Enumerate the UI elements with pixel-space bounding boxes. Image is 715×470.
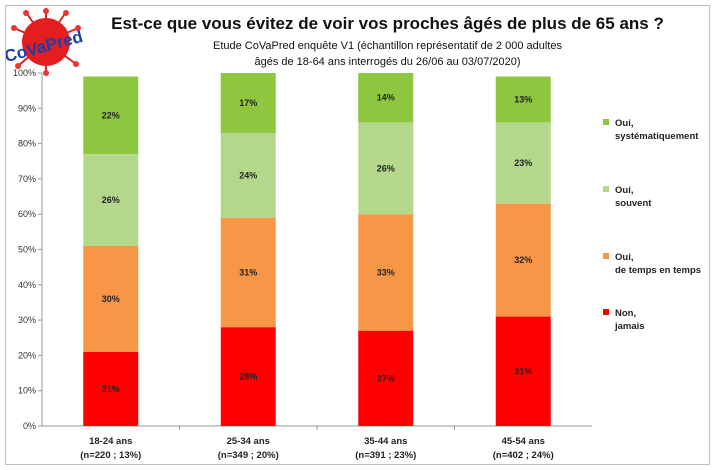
x-tick-label: 25-34 ans: [227, 436, 270, 447]
x-tick-label: 45-54 ans: [502, 436, 545, 447]
chart-subtitle-2: âgés de 18-64 ans interrogés du 26/06 au…: [254, 56, 521, 68]
data-label: 32%: [514, 255, 532, 265]
data-label: 17%: [239, 98, 257, 108]
x-tick-label: (n=220 ; 13%): [80, 450, 141, 461]
y-tick-label: 20%: [18, 350, 36, 360]
data-label: 27%: [377, 373, 395, 383]
data-label: 30%: [102, 294, 120, 304]
chart-subtitle-1: Etude CoVaPred enquête V1 (échantillon r…: [213, 40, 562, 52]
y-tick-label: 30%: [18, 315, 36, 325]
y-tick-label: 80%: [18, 139, 36, 149]
legend-label: Oui,: [615, 118, 633, 129]
bar-segment: [358, 330, 414, 426]
y-tick-label: 100%: [13, 68, 36, 78]
x-tick-label: 18-24 ans: [89, 436, 132, 447]
bar-segment: [220, 133, 276, 218]
legend-swatch: [603, 186, 609, 192]
legend-label: Oui,: [615, 252, 633, 263]
bar-segment: [495, 122, 551, 204]
bar-segment: [83, 154, 139, 246]
legend-label: de temps en temps: [615, 265, 701, 276]
y-tick-label: 50%: [18, 245, 36, 255]
y-tick-label: 10%: [18, 386, 36, 396]
data-label: 13%: [514, 94, 532, 104]
data-label: 21%: [102, 384, 120, 394]
legend-label: systématiquement: [615, 131, 699, 142]
data-label: 26%: [377, 163, 395, 173]
data-label: 24%: [239, 170, 257, 180]
bar-segment: [83, 76, 139, 155]
chart-title: Est-ce que vous évitez de voir vos proch…: [111, 14, 664, 33]
legend-label: jamais: [614, 321, 645, 332]
legend-swatch: [603, 253, 609, 259]
bar-segment: [220, 217, 276, 328]
data-label: 28%: [239, 372, 257, 382]
bar-segment: [358, 214, 414, 331]
legend-swatch: [603, 309, 609, 315]
legend-label: souvent: [615, 198, 652, 209]
data-label: 31%: [514, 366, 532, 376]
data-label: 22%: [102, 110, 120, 120]
bar-segment: [495, 203, 551, 317]
bar-segment: [220, 327, 276, 426]
bar-segment: [495, 316, 551, 426]
bar-segment: [220, 73, 276, 134]
bar-segment: [83, 245, 139, 352]
legend-label: Non,: [615, 308, 636, 319]
data-label: 26%: [102, 195, 120, 205]
y-tick-label: 0%: [23, 421, 36, 431]
legend-swatch: [603, 119, 609, 125]
covapred-logo: CoVaPred: [6, 8, 85, 76]
bar-segment: [358, 73, 414, 123]
x-tick-label: (n=349 ; 20%): [218, 450, 279, 461]
data-label: 31%: [239, 267, 257, 277]
data-label: 33%: [377, 267, 395, 277]
x-tick-label: (n=391 ; 23%): [355, 450, 416, 461]
bar-segment: [358, 122, 414, 215]
bar-segment: [495, 76, 551, 123]
bar-segment: [83, 351, 139, 426]
legend-label: Oui,: [615, 185, 633, 196]
x-tick-label: 35-44 ans: [364, 436, 407, 447]
x-tick-label: (n=402 ; 24%): [493, 450, 554, 461]
y-tick-label: 40%: [18, 280, 36, 290]
y-tick-label: 70%: [18, 174, 36, 184]
data-label: 14%: [377, 93, 395, 103]
y-tick-label: 60%: [18, 209, 36, 219]
y-tick-label: 90%: [18, 103, 36, 113]
data-label: 23%: [514, 158, 532, 168]
